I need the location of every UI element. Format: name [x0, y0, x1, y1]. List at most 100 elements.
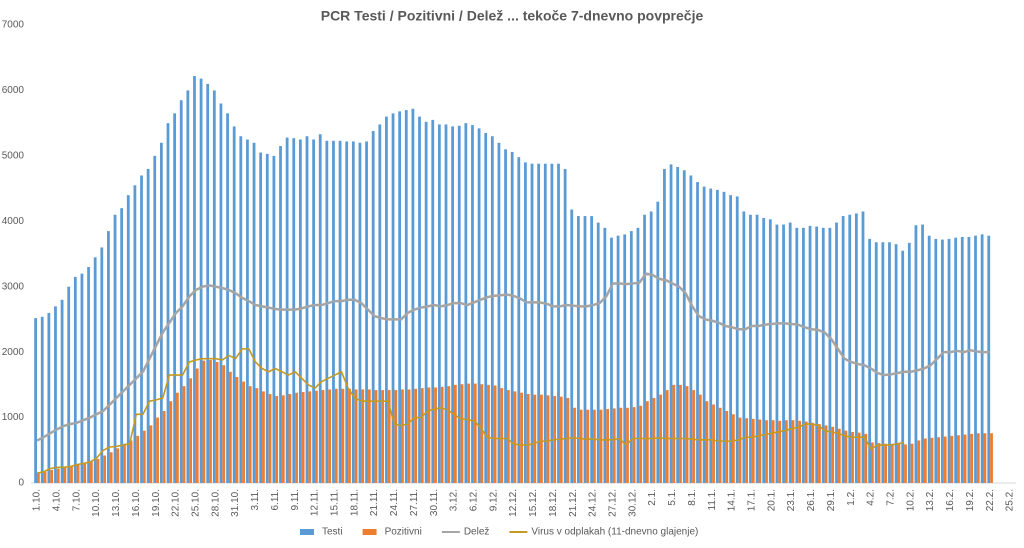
bar	[301, 392, 305, 483]
bar	[937, 437, 940, 483]
bar	[815, 226, 819, 483]
bar	[570, 209, 574, 483]
bar	[610, 237, 613, 483]
bar	[242, 381, 245, 483]
bar	[639, 405, 643, 483]
bar	[361, 389, 365, 483]
bar	[193, 76, 196, 483]
bar	[219, 103, 223, 483]
bar	[702, 186, 706, 483]
bar	[835, 222, 838, 483]
bar	[318, 134, 322, 483]
bar	[579, 409, 583, 483]
bar	[226, 113, 229, 483]
bar	[87, 267, 90, 483]
x-tick-label: 25.10.	[190, 489, 201, 517]
x-tick-label: 27.11.	[409, 489, 420, 516]
bar	[418, 116, 421, 483]
bar	[775, 224, 779, 484]
bar	[513, 391, 517, 483]
bar	[874, 242, 878, 483]
bar	[904, 444, 907, 483]
bar	[222, 365, 226, 483]
bar	[334, 388, 338, 483]
bar	[199, 78, 203, 483]
bar	[427, 387, 431, 483]
bar	[103, 455, 106, 483]
bar	[649, 211, 653, 483]
y-tick-label: 7000	[2, 20, 25, 31]
bar	[431, 119, 435, 483]
bar	[921, 224, 924, 484]
bar	[871, 442, 874, 483]
legend-label: Pozitivni	[385, 527, 422, 538]
bar	[298, 139, 302, 483]
bar	[173, 113, 176, 483]
bar	[420, 388, 424, 483]
bar	[189, 378, 193, 483]
bar	[738, 417, 742, 483]
bar	[848, 214, 852, 483]
bar	[248, 386, 252, 483]
bar	[146, 168, 150, 483]
bar	[828, 227, 832, 483]
bar	[440, 386, 444, 483]
bar	[136, 435, 140, 483]
bar	[96, 458, 100, 483]
bar	[957, 435, 960, 483]
bar	[722, 191, 726, 484]
x-tick-label: 4.10.	[51, 489, 62, 511]
bar	[202, 360, 206, 483]
bar	[914, 225, 918, 483]
bar	[43, 471, 47, 483]
bar	[645, 401, 649, 483]
bar	[156, 417, 159, 483]
bar	[332, 140, 335, 483]
x-tick-label: 10.2.	[905, 489, 916, 511]
bar	[540, 394, 543, 483]
bar	[149, 425, 153, 483]
bar	[941, 239, 944, 483]
bar	[60, 299, 64, 483]
bar	[83, 463, 87, 483]
x-tick-label: 13.10.	[111, 489, 122, 517]
bar	[533, 394, 537, 483]
bar	[480, 384, 484, 483]
bar	[692, 390, 696, 483]
bar	[510, 151, 514, 483]
bar	[159, 142, 163, 483]
bar	[599, 409, 603, 483]
bar	[232, 126, 236, 484]
bar	[308, 391, 312, 483]
x-tick-label: 14.1.	[727, 489, 738, 511]
x-tick-label: 24.11.	[389, 489, 400, 516]
bar	[259, 152, 263, 484]
bar	[970, 433, 974, 483]
y-tick-label: 4000	[2, 216, 25, 227]
bar	[685, 386, 689, 483]
bar	[990, 433, 993, 483]
bar	[133, 185, 137, 484]
bar	[712, 404, 715, 483]
bar	[745, 418, 749, 483]
bar	[537, 163, 541, 484]
bar	[976, 433, 980, 483]
x-tick-label: 24.12.	[588, 489, 599, 517]
bar	[497, 142, 501, 483]
x-tick-label: 23.1.	[786, 489, 797, 511]
bar	[818, 424, 821, 483]
bar	[593, 409, 596, 483]
bar	[632, 407, 636, 483]
x-tick-label: 1.2.	[846, 489, 857, 506]
bar	[927, 235, 931, 483]
x-tick-label: 30.12.	[627, 489, 638, 517]
x-tick-label: 10.10.	[91, 489, 102, 517]
bar	[837, 428, 841, 483]
bar	[120, 208, 124, 483]
bar	[629, 231, 633, 483]
bar	[444, 124, 448, 484]
x-tick-label: 15.11.	[329, 489, 340, 516]
bar	[705, 401, 709, 483]
bar	[176, 392, 179, 483]
bar	[153, 155, 157, 483]
